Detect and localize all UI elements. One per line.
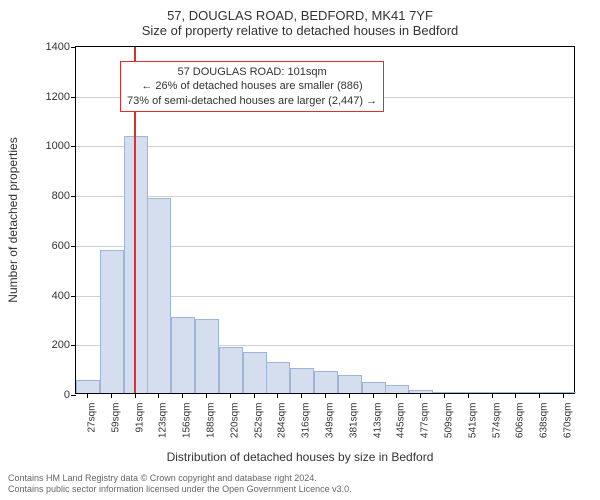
- y-tick-mark: [71, 97, 76, 98]
- x-tick-mark: [396, 393, 397, 398]
- x-tick-label: 509sqm: [444, 403, 455, 439]
- histogram-bar: [481, 392, 505, 393]
- y-tick-label: 800: [52, 190, 70, 202]
- x-tick-label: 638sqm: [539, 403, 550, 439]
- y-tick-mark: [71, 345, 76, 346]
- histogram-bar: [385, 385, 409, 393]
- x-tick-mark: [373, 393, 374, 398]
- y-tick-label: 1400: [46, 41, 70, 53]
- x-tick-mark: [563, 393, 564, 398]
- chart-subtitle: Size of property relative to detached ho…: [0, 23, 600, 42]
- histogram-bar: [528, 392, 552, 393]
- histogram-bar: [409, 390, 433, 393]
- x-tick-label: 27sqm: [87, 403, 98, 433]
- x-tick-label: 445sqm: [396, 403, 407, 439]
- x-tick-mark: [182, 393, 183, 398]
- x-tick-mark: [206, 393, 207, 398]
- x-tick-mark: [468, 393, 469, 398]
- histogram-bar: [552, 392, 576, 393]
- y-tick-mark: [71, 196, 76, 197]
- x-tick-label: 316sqm: [301, 403, 312, 439]
- annotation-line-2: ← 26% of detached houses are smaller (88…: [127, 79, 377, 93]
- x-tick-mark: [325, 393, 326, 398]
- x-tick-mark: [301, 393, 302, 398]
- x-tick-label: 220sqm: [229, 403, 240, 439]
- x-tick-label: 156sqm: [182, 403, 193, 439]
- y-tick-mark: [71, 47, 76, 48]
- x-tick-label: 381sqm: [348, 403, 359, 439]
- x-tick-mark: [158, 393, 159, 398]
- annotation-line-3: 73% of semi-detached houses are larger (…: [127, 94, 377, 108]
- x-tick-label: 59sqm: [110, 403, 121, 433]
- histogram-bar: [171, 317, 195, 393]
- x-tick-mark: [492, 393, 493, 398]
- y-tick-label: 200: [52, 339, 70, 351]
- x-tick-mark: [277, 393, 278, 398]
- footer-line-2: Contains public sector information licen…: [8, 484, 592, 496]
- y-tick-mark: [71, 146, 76, 147]
- x-tick-label: 541sqm: [467, 403, 478, 439]
- x-tick-mark: [87, 393, 88, 398]
- x-tick-label: 91sqm: [134, 403, 145, 433]
- histogram-bar: [314, 371, 338, 393]
- y-tick-mark: [71, 395, 76, 396]
- x-tick-mark: [444, 393, 445, 398]
- x-tick-label: 477sqm: [420, 403, 431, 439]
- annotation-line-1: 57 DOUGLAS ROAD: 101sqm: [127, 65, 377, 79]
- histogram-bar: [76, 380, 100, 393]
- histogram-bar: [195, 319, 219, 393]
- footer-attribution: Contains HM Land Registry data © Crown c…: [8, 473, 592, 496]
- x-tick-label: 670sqm: [563, 403, 574, 439]
- histogram-bar: [100, 250, 124, 393]
- y-tick-label: 0: [64, 389, 70, 401]
- histogram-bar: [338, 375, 362, 393]
- x-tick-mark: [135, 393, 136, 398]
- x-tick-label: 123sqm: [158, 403, 169, 439]
- x-tick-label: 252sqm: [253, 403, 264, 439]
- chart-title: 57, DOUGLAS ROAD, BEDFORD, MK41 7YF: [0, 0, 600, 23]
- histogram-bar: [504, 392, 528, 393]
- y-tick-label: 1200: [46, 91, 70, 103]
- x-tick-label: 413sqm: [372, 403, 383, 439]
- y-tick-mark: [71, 246, 76, 247]
- histogram-bar: [124, 136, 148, 393]
- histogram-bar: [243, 352, 267, 393]
- y-tick-mark: [71, 296, 76, 297]
- x-tick-label: 606sqm: [515, 403, 526, 439]
- x-tick-mark: [539, 393, 540, 398]
- histogram-bar: [147, 198, 171, 393]
- gridline: [76, 196, 574, 197]
- y-axis-title: Number of detached properties: [6, 137, 20, 302]
- x-tick-mark: [515, 393, 516, 398]
- x-tick-mark: [111, 393, 112, 398]
- histogram-bar: [219, 347, 243, 393]
- x-tick-label: 349sqm: [325, 403, 336, 439]
- y-tick-label: 400: [52, 290, 70, 302]
- histogram-bar: [433, 392, 457, 393]
- y-tick-label: 1000: [46, 140, 70, 152]
- x-tick-label: 574sqm: [491, 403, 502, 439]
- histogram-bar: [457, 392, 481, 393]
- histogram-bar: [290, 368, 314, 393]
- histogram-bar: [266, 362, 290, 393]
- footer-line-1: Contains HM Land Registry data © Crown c…: [8, 473, 592, 485]
- x-tick-label: 284sqm: [277, 403, 288, 439]
- x-tick-mark: [230, 393, 231, 398]
- annotation-box: 57 DOUGLAS ROAD: 101sqm ← 26% of detache…: [120, 61, 384, 112]
- x-tick-label: 188sqm: [206, 403, 217, 439]
- x-tick-mark: [420, 393, 421, 398]
- x-tick-mark: [254, 393, 255, 398]
- histogram-bar: [362, 382, 386, 393]
- x-tick-mark: [349, 393, 350, 398]
- gridline: [76, 146, 574, 147]
- x-axis-title: Distribution of detached houses by size …: [0, 450, 600, 464]
- y-tick-label: 600: [52, 240, 70, 252]
